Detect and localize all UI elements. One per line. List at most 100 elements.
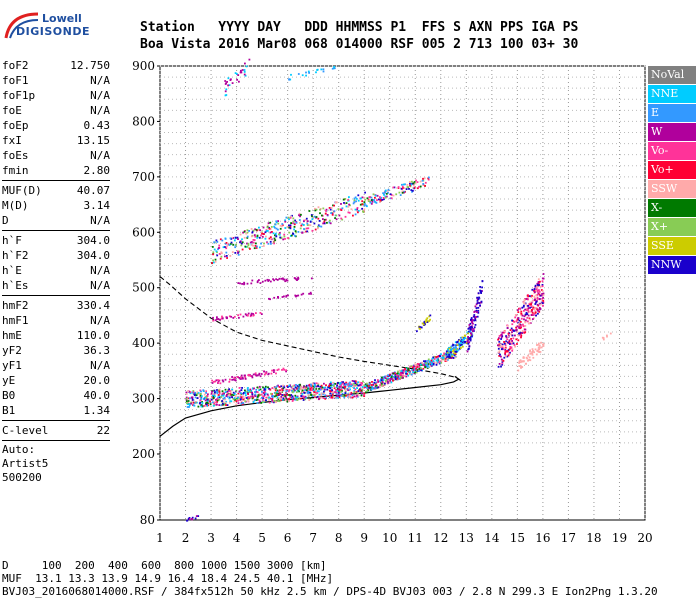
echo-point	[228, 380, 231, 383]
echo-point	[302, 385, 305, 388]
echo-point	[270, 372, 273, 375]
echo-point	[284, 227, 287, 229]
echo-point	[392, 376, 395, 378]
divider	[2, 230, 110, 231]
echo-point	[509, 343, 511, 345]
echo-point	[370, 199, 373, 202]
echo-point	[539, 346, 541, 349]
echo-point	[212, 397, 215, 400]
echo-point	[298, 386, 301, 389]
echo-point	[364, 198, 367, 201]
echo-point	[361, 386, 364, 388]
echo-point	[277, 228, 279, 231]
echo-point	[252, 373, 255, 376]
echo-point	[418, 327, 421, 330]
divider	[2, 295, 110, 296]
echo-point	[309, 224, 312, 227]
echo-point	[456, 340, 459, 343]
echo-point	[237, 398, 240, 401]
echo-point	[446, 357, 449, 360]
echo-point	[529, 359, 532, 362]
echo-point	[261, 391, 263, 393]
echo-point	[300, 213, 302, 216]
echo-point	[306, 224, 309, 226]
param-row: fmin 2.80	[2, 163, 110, 178]
echo-point	[285, 294, 288, 297]
echo-point	[536, 286, 539, 289]
echo-point	[468, 341, 471, 344]
echo-point	[499, 353, 501, 356]
autoscaling-info: Auto: Artist5 500200	[2, 443, 110, 485]
echo-point	[427, 359, 429, 362]
echo-point	[535, 294, 538, 297]
echo-point	[203, 405, 206, 407]
echo-point	[343, 396, 346, 399]
echo-point	[447, 348, 449, 351]
echo-point	[407, 374, 410, 377]
echo-point	[330, 384, 332, 387]
echo-point	[513, 321, 516, 323]
echo-point	[244, 62, 246, 65]
echo-point	[442, 357, 444, 359]
echo-point	[251, 244, 253, 246]
echo-point	[519, 321, 522, 323]
echo-point	[228, 315, 231, 318]
echo-point	[216, 398, 219, 400]
echo-point	[221, 392, 224, 395]
echo-point	[294, 230, 297, 232]
echo-point	[476, 296, 478, 299]
echo-point	[462, 342, 465, 345]
echo-point	[219, 257, 222, 260]
echo-point	[235, 389, 238, 392]
echo-point	[405, 188, 408, 190]
echo-point	[247, 393, 249, 395]
echo-point	[224, 388, 227, 391]
echo-point	[211, 246, 214, 248]
echo-point	[340, 385, 343, 388]
echo-point	[473, 310, 476, 313]
echo-point	[284, 219, 286, 222]
echo-point	[247, 396, 249, 399]
echo-point	[249, 315, 252, 318]
echo-point	[537, 278, 540, 281]
echo-point	[414, 364, 417, 367]
echo-point	[369, 386, 372, 389]
echo-point	[476, 311, 478, 313]
echo-point	[218, 404, 221, 406]
echo-point	[254, 228, 256, 231]
echo-point	[277, 222, 280, 225]
echo-point	[505, 335, 507, 337]
echo-point	[506, 327, 509, 329]
echo-point	[471, 328, 473, 331]
echo-point	[219, 238, 222, 241]
echo-point	[414, 371, 416, 374]
echo-point	[185, 391, 188, 394]
echo-point	[212, 404, 215, 407]
echo-point	[309, 221, 312, 223]
echo-point	[477, 309, 480, 312]
echo-point	[471, 335, 473, 338]
echo-point	[531, 311, 534, 314]
echo-point	[497, 351, 500, 354]
echo-point	[237, 392, 240, 395]
echo-point	[521, 360, 523, 363]
echo-point	[361, 388, 364, 391]
echo-point	[250, 390, 253, 392]
echo-point	[527, 359, 529, 362]
echo-point	[423, 360, 425, 363]
echo-point	[278, 233, 280, 236]
echo-point	[305, 396, 307, 399]
echo-point	[507, 349, 510, 351]
echo-point	[318, 220, 321, 222]
echo-point	[240, 393, 242, 396]
echo-point	[409, 365, 412, 368]
echo-point	[214, 380, 217, 383]
echo-point	[224, 238, 227, 240]
echo-point	[208, 401, 211, 404]
echo-point	[221, 400, 223, 402]
header-values: Boa Vista 2016 Mar08 068 014000 RSF 005 …	[140, 37, 579, 52]
echo-point	[260, 393, 263, 396]
echo-point	[505, 336, 508, 339]
echo-point	[244, 389, 246, 392]
echo-point	[518, 365, 521, 367]
